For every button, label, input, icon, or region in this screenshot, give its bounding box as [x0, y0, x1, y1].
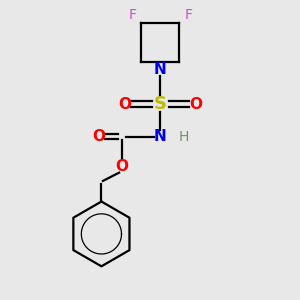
- Text: O: O: [189, 97, 202, 112]
- Text: F: F: [128, 8, 136, 22]
- Text: O: O: [118, 97, 131, 112]
- Text: O: O: [92, 129, 105, 144]
- Text: F: F: [184, 8, 192, 22]
- Text: S: S: [154, 95, 167, 113]
- Text: H: H: [179, 130, 189, 144]
- Text: N: N: [154, 61, 167, 76]
- Text: O: O: [116, 159, 128, 174]
- Text: N: N: [154, 129, 167, 144]
